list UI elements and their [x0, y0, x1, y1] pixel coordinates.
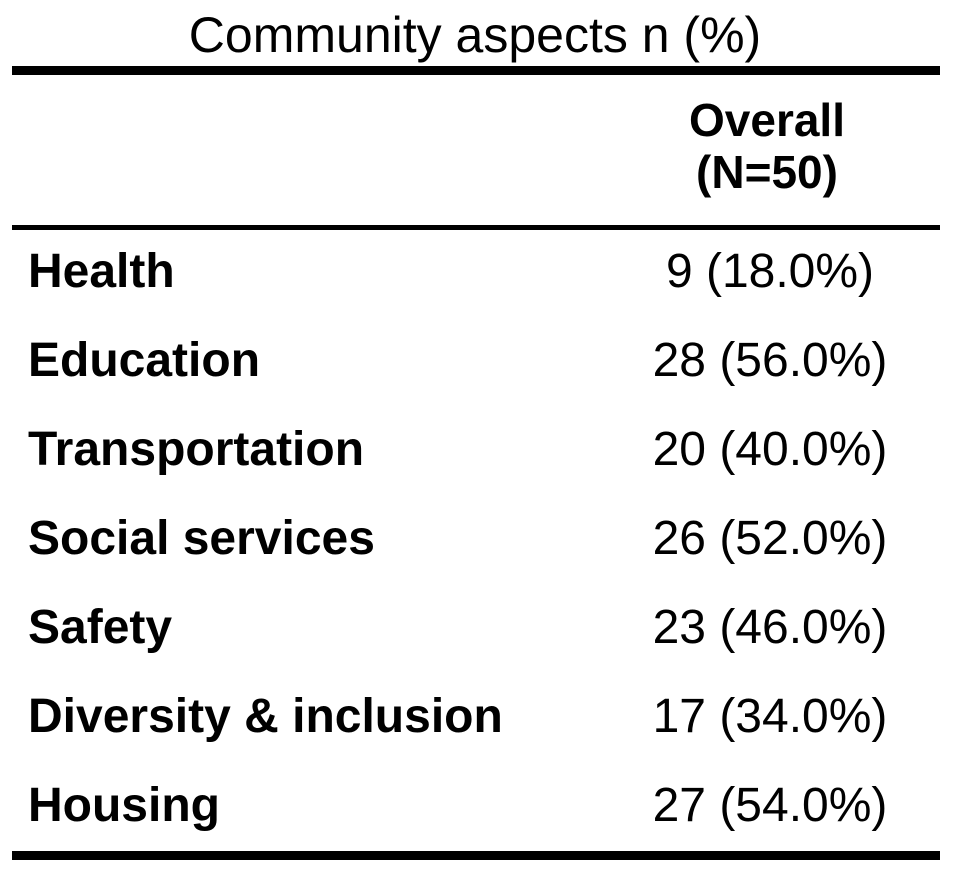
row-value: 20 (40.0%)	[652, 423, 888, 476]
table-title: Community aspects n (%)	[188, 7, 762, 63]
table-body: Health 9 (18.0%) Education 28 (56.0%) Tr…	[0, 230, 958, 853]
row-label: Health	[28, 245, 175, 298]
table-row: Housing 27 (54.0%)	[0, 764, 958, 853]
row-label: Safety	[28, 601, 173, 654]
row-value: 17 (34.0%)	[652, 690, 888, 743]
top-rule	[12, 66, 940, 75]
row-label: Social services	[28, 512, 375, 565]
row-value: 23 (46.0%)	[652, 601, 888, 654]
table-row: Transportation 20 (40.0%)	[0, 408, 958, 497]
row-value: 9 (18.0%)	[665, 245, 875, 298]
row-value: 28 (56.0%)	[652, 334, 888, 387]
column-header-line1: Overall	[689, 94, 845, 146]
row-label: Education	[28, 334, 261, 387]
header-rule	[12, 225, 940, 230]
row-label: Diversity & inclusion	[28, 690, 503, 743]
table-row: Social services 26 (52.0%)	[0, 497, 958, 586]
column-header-line2: (N=50)	[696, 146, 838, 198]
table-row: Education 28 (56.0%)	[0, 319, 958, 408]
row-value: 27 (54.0%)	[652, 779, 888, 832]
row-label: Transportation	[28, 423, 365, 476]
table-row: Diversity & inclusion 17 (34.0%)	[0, 675, 958, 764]
table-row: Health 9 (18.0%)	[0, 230, 958, 319]
row-value: 26 (52.0%)	[652, 512, 888, 565]
row-label: Housing	[28, 779, 220, 832]
column-header-overall: Overall (N=50)	[660, 94, 874, 198]
bottom-rule	[12, 851, 940, 860]
table-row: Safety 23 (46.0%)	[0, 586, 958, 675]
